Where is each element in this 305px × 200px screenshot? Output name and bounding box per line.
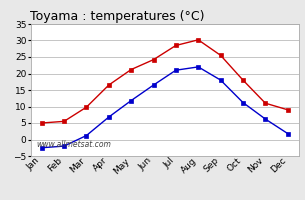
Text: www.allmetsat.com: www.allmetsat.com [36,140,111,149]
Text: Toyama : temperatures (°C): Toyama : temperatures (°C) [30,10,205,23]
